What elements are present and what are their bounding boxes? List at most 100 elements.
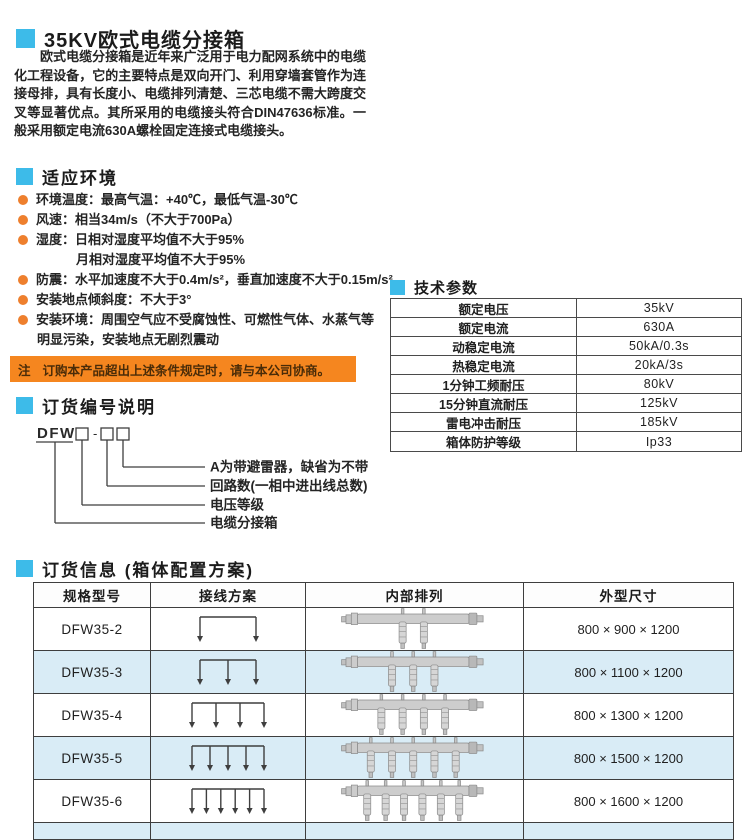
tech-param-value: 50kA/0.3s	[577, 337, 741, 356]
internal-arrangement-illustration	[340, 694, 483, 735]
environment-heading: 适应环境	[42, 169, 118, 188]
arrangement-cell	[306, 651, 524, 694]
tech-params-heading: 技术参数	[414, 280, 479, 297]
arrangement-cell	[306, 780, 524, 823]
environment-item: 防震：水平加速度不大于0.4m/s²，垂直加速度不大于0.15m/s²	[18, 270, 393, 290]
internal-arrangement-illustration	[340, 737, 483, 778]
tech-param-name: 1分钟工频耐压	[391, 375, 577, 394]
wiring-scheme-diagram	[189, 788, 267, 814]
environment-item: 湿度：日相对湿度平均值不大于95% 月相对湿度平均值不大于95%	[18, 230, 384, 270]
column-header: 规格型号	[34, 583, 151, 608]
section-marker-icon	[16, 560, 33, 577]
model-cell: DFW35-2	[34, 608, 151, 651]
arrangement-cell	[306, 737, 524, 780]
size-cell: 800 × 1100 × 1200	[524, 651, 733, 694]
environment-item-text: 防震：水平加速度不大于0.4m/s²，垂直加速度不大于0.15m/s²	[36, 272, 393, 287]
order-note: 注 订购本产品超出上述条件规定时，请与本公司协商。	[10, 356, 356, 382]
section-marker-icon	[16, 397, 33, 414]
arrangement-cell	[306, 694, 524, 737]
wiring-scheme-diagram	[189, 702, 267, 728]
note-label: 注	[18, 363, 31, 378]
bullet-icon	[18, 195, 28, 205]
wiring-cell	[151, 608, 306, 651]
environment-item-text: 风速：相当34m/s（不大于700Pa）	[36, 212, 241, 227]
environment-item: 安装地点倾斜度：不大于3°	[18, 290, 384, 310]
tech-param-name: 动稳定电流	[391, 337, 577, 356]
environment-item: 安装环境：周围空气应不受腐蚀性、可燃性气体、水蒸气等 明显污染，安装地点无剧烈震动	[18, 310, 384, 350]
internal-arrangement-illustration	[340, 780, 483, 821]
wiring-cell	[151, 780, 306, 823]
partial-row-cell	[524, 823, 733, 839]
environment-item-text: 安装环境：周围空气应不受腐蚀性、可燃性气体、水蒸气等 明显污染，安装地点无剧烈震动	[36, 312, 375, 347]
wiring-scheme-diagram	[189, 745, 267, 771]
order-code-label: A为带避雷器，缺省为不带	[210, 459, 369, 475]
tech-param-name: 热稳定电流	[391, 356, 577, 375]
order-code-label: 电缆分接箱	[210, 515, 278, 531]
environment-item-text: 环境温度：最高气温：+40℃，最低气温-30℃	[36, 192, 298, 207]
bullet-icon	[18, 215, 28, 225]
model-cell: DFW35-5	[34, 737, 151, 780]
internal-arrangement-illustration	[340, 651, 483, 692]
tech-param-name: 箱体防护等级	[391, 432, 577, 451]
section-marker-icon	[16, 29, 35, 48]
order-info-table: 规格型号 接线方案 内部排列 外型尺寸 DFW35-2 800 × 900 × 1200 D…	[33, 582, 734, 840]
order-code-prefix: DFW	[37, 425, 76, 442]
tech-param-value: 20kA/3s	[577, 356, 741, 375]
model-cell: DFW35-3	[34, 651, 151, 694]
arrangement-cell	[306, 608, 524, 651]
tech-param-name: 15分钟直流耐压	[391, 394, 577, 413]
internal-arrangement-illustration	[340, 608, 483, 649]
section-marker-icon	[390, 280, 405, 295]
tech-param-value: 185kV	[577, 413, 741, 432]
column-header: 外型尺寸	[524, 583, 733, 608]
environment-list: 环境温度：最高气温：+40℃，最低气温-30℃ 风速：相当34m/s（不大于700…	[18, 190, 393, 350]
tech-param-value: 80kV	[577, 375, 741, 394]
section-environment: 适应环境	[16, 164, 118, 189]
wiring-scheme-diagram	[197, 659, 259, 685]
tech-param-name: 额定电压	[391, 299, 577, 318]
size-cell: 800 × 1500 × 1200	[524, 737, 733, 780]
tech-param-name: 额定电流	[391, 318, 577, 337]
order-code-label: 回路数(一相中进出线总数)	[210, 478, 368, 494]
bullet-icon	[18, 235, 28, 245]
partial-row-cell	[34, 823, 151, 839]
section-marker-icon	[16, 168, 33, 185]
model-cell: DFW35-6	[34, 780, 151, 823]
tech-param-value: 35kV	[577, 299, 741, 318]
order-info-heading: 订货信息 (箱体配置方案)	[42, 561, 255, 580]
tech-param-value: Ip33	[645, 434, 673, 449]
tech-param-name: 雷电冲击耐压	[391, 413, 577, 432]
model-cell: DFW35-4	[34, 694, 151, 737]
tech-param-value: 125kV	[577, 394, 741, 413]
environment-item: 环境温度：最高气温：+40℃，最低气温-30℃	[18, 190, 384, 210]
section-order-info: 订货信息 (箱体配置方案)	[16, 556, 254, 581]
section-tech-params: 技术参数	[390, 277, 478, 298]
wiring-cell	[151, 737, 306, 780]
environment-item-text: 安装地点倾斜度：不大于3°	[36, 292, 192, 307]
column-header: 内部排列	[306, 583, 524, 608]
partial-row-cell	[151, 823, 306, 839]
section-title: 35KV欧式电缆分接箱	[16, 24, 245, 53]
bullet-icon	[18, 295, 28, 305]
wiring-scheme-diagram	[197, 616, 259, 642]
wiring-cell	[151, 651, 306, 694]
intro-paragraph: 欧式电缆分接箱是近年来广泛用于电力配网系统中的电缆化工程设备，它的主要特点是双向…	[14, 49, 366, 138]
tech-param-value: 630A	[577, 318, 741, 337]
size-cell: 800 × 1600 × 1200	[524, 780, 733, 823]
bullet-icon	[18, 275, 28, 285]
size-cell: 800 × 1300 × 1200	[524, 694, 733, 737]
page-title: 35KV欧式电缆分接箱	[44, 30, 246, 52]
column-header: 接线方案	[151, 583, 306, 608]
size-cell: 800 × 900 × 1200	[524, 608, 733, 651]
svg-text:-: -	[93, 426, 97, 441]
environment-item: 风速：相当34m/s（不大于700Pa）	[18, 210, 384, 230]
partial-row-cell	[306, 823, 524, 839]
note-text: 订购本产品超出上述条件规定时，请与本公司协商。	[42, 363, 331, 378]
order-code-heading: 订货编号说明	[42, 398, 156, 417]
section-order-code: 订货编号说明	[16, 393, 156, 418]
tech-params-table: 额定电压 35kV 额定电流 630A 动稳定电流 50kA/0.3s 热稳定电流 20kA/…	[390, 298, 742, 452]
order-code-label: 电压等级	[210, 497, 264, 513]
bullet-icon	[18, 315, 28, 325]
